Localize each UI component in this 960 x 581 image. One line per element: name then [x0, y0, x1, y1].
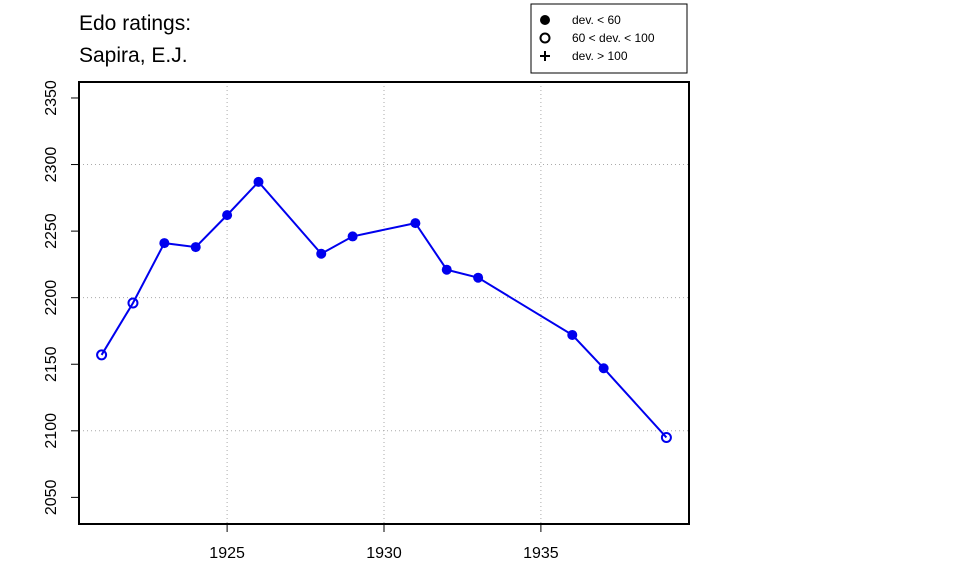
legend-label: 60 < dev. < 100 — [572, 31, 655, 45]
point — [159, 238, 170, 249]
y-tick-label: 2300 — [43, 147, 60, 183]
point — [567, 329, 578, 340]
point — [316, 248, 327, 259]
legend-marker — [540, 51, 550, 61]
x-tick-label: 1925 — [209, 545, 245, 562]
legend-marker — [539, 32, 551, 44]
point — [410, 218, 421, 229]
x-tick-label: 1930 — [366, 545, 402, 562]
y-tick-label: 2200 — [43, 280, 60, 316]
legend-box — [530, 3, 688, 74]
point — [190, 242, 201, 253]
legend-label: dev. < 60 — [572, 13, 621, 27]
y-tick-label: 2050 — [43, 479, 60, 515]
point — [96, 349, 108, 361]
chart-subtitle: Sapira, E.J. — [79, 44, 188, 67]
point — [222, 210, 233, 221]
legend-label: dev. > 100 — [572, 49, 628, 63]
point — [473, 272, 484, 283]
point — [598, 363, 609, 374]
point — [347, 231, 358, 242]
y-tick-label: 2100 — [43, 413, 60, 449]
series-line — [100, 180, 668, 439]
point — [660, 431, 672, 443]
legend-marker — [540, 15, 550, 25]
y-tick-label: 2250 — [43, 213, 60, 249]
y-tick-label: 2350 — [43, 80, 60, 116]
y-tick-label: 2150 — [43, 346, 60, 382]
point — [253, 176, 264, 187]
chart-title: Edo ratings: — [79, 12, 191, 35]
point — [441, 264, 452, 275]
point — [127, 297, 139, 309]
x-tick-label: 1935 — [523, 545, 559, 562]
